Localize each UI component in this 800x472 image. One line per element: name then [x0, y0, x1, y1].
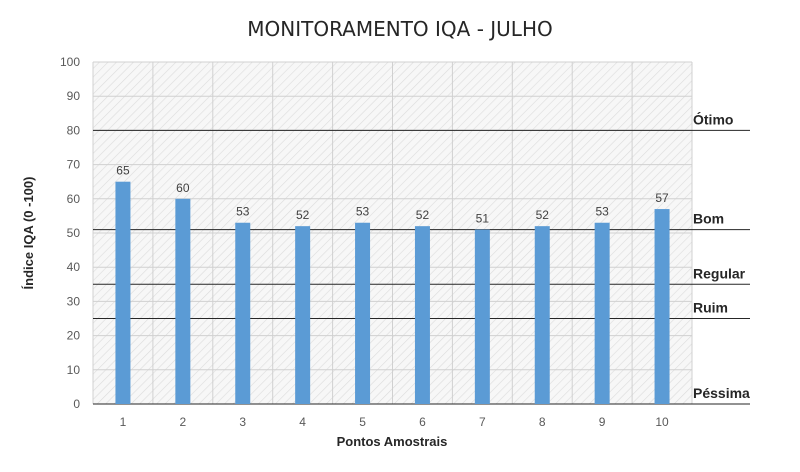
x-tick-label: 4	[299, 415, 306, 429]
x-tick-label: 7	[479, 415, 486, 429]
x-axis-ticks: 1 2 3 4 5 6 7 8 9 10	[120, 415, 669, 429]
y-tick-label: 60	[67, 192, 81, 206]
bar	[295, 226, 311, 404]
data-label: 52	[536, 208, 550, 222]
x-tick-label: 8	[539, 415, 546, 429]
bar	[474, 229, 490, 404]
x-tick-label: 3	[239, 415, 246, 429]
y-tick-label: 100	[60, 55, 80, 69]
data-label: 65	[116, 164, 130, 178]
x-tick-label: 6	[419, 415, 426, 429]
data-label: 57	[655, 191, 669, 205]
y-tick-label: 70	[67, 158, 81, 172]
y-tick-label: 50	[67, 226, 81, 240]
y-tick-label: 40	[67, 260, 81, 274]
bar	[355, 222, 371, 404]
x-tick-label: 5	[359, 415, 366, 429]
data-label: 53	[595, 205, 609, 219]
data-label: 60	[176, 181, 190, 195]
data-label: 53	[356, 205, 370, 219]
data-label: 51	[476, 212, 490, 226]
bar	[235, 222, 251, 404]
y-tick-label: 90	[67, 89, 81, 103]
data-label: 52	[416, 208, 430, 222]
chart-title: MONITORAMENTO IQA - JULHO	[247, 17, 552, 41]
bar	[414, 226, 430, 404]
threshold-label: Ótimo	[693, 110, 733, 127]
bars	[115, 181, 670, 404]
x-tick-label: 10	[655, 415, 669, 429]
y-tick-label: 10	[67, 363, 81, 377]
data-labels: 65 60 53 52 53 52 51 52 53 57	[116, 164, 669, 226]
y-tick-label: 20	[67, 329, 81, 343]
y-tick-label: 0	[73, 397, 80, 411]
threshold-label: Ruim	[693, 300, 728, 316]
y-tick-label: 80	[67, 123, 81, 137]
bar	[534, 226, 550, 404]
data-label: 53	[236, 205, 250, 219]
threshold-labels: Ótimo Bom Regular Ruim Péssima	[693, 110, 750, 401]
x-axis-label: Pontos Amostrais	[337, 434, 448, 449]
bar	[654, 209, 670, 404]
threshold-label: Bom	[693, 211, 724, 227]
bar	[175, 198, 191, 404]
y-axis-ticks: 0 10 20 30 40 50 60 70 80 90 100	[60, 55, 80, 411]
y-tick-label: 30	[67, 294, 81, 308]
threshold-label: Péssima	[693, 385, 750, 401]
data-label: 52	[296, 208, 310, 222]
x-tick-label: 2	[180, 415, 187, 429]
x-tick-label: 1	[120, 415, 127, 429]
x-tick-label: 9	[599, 415, 606, 429]
bar	[115, 181, 131, 404]
bar	[594, 222, 610, 404]
threshold-label: Regular	[693, 265, 746, 281]
y-axis-label: Índice IQA (0 -100)	[21, 177, 36, 290]
